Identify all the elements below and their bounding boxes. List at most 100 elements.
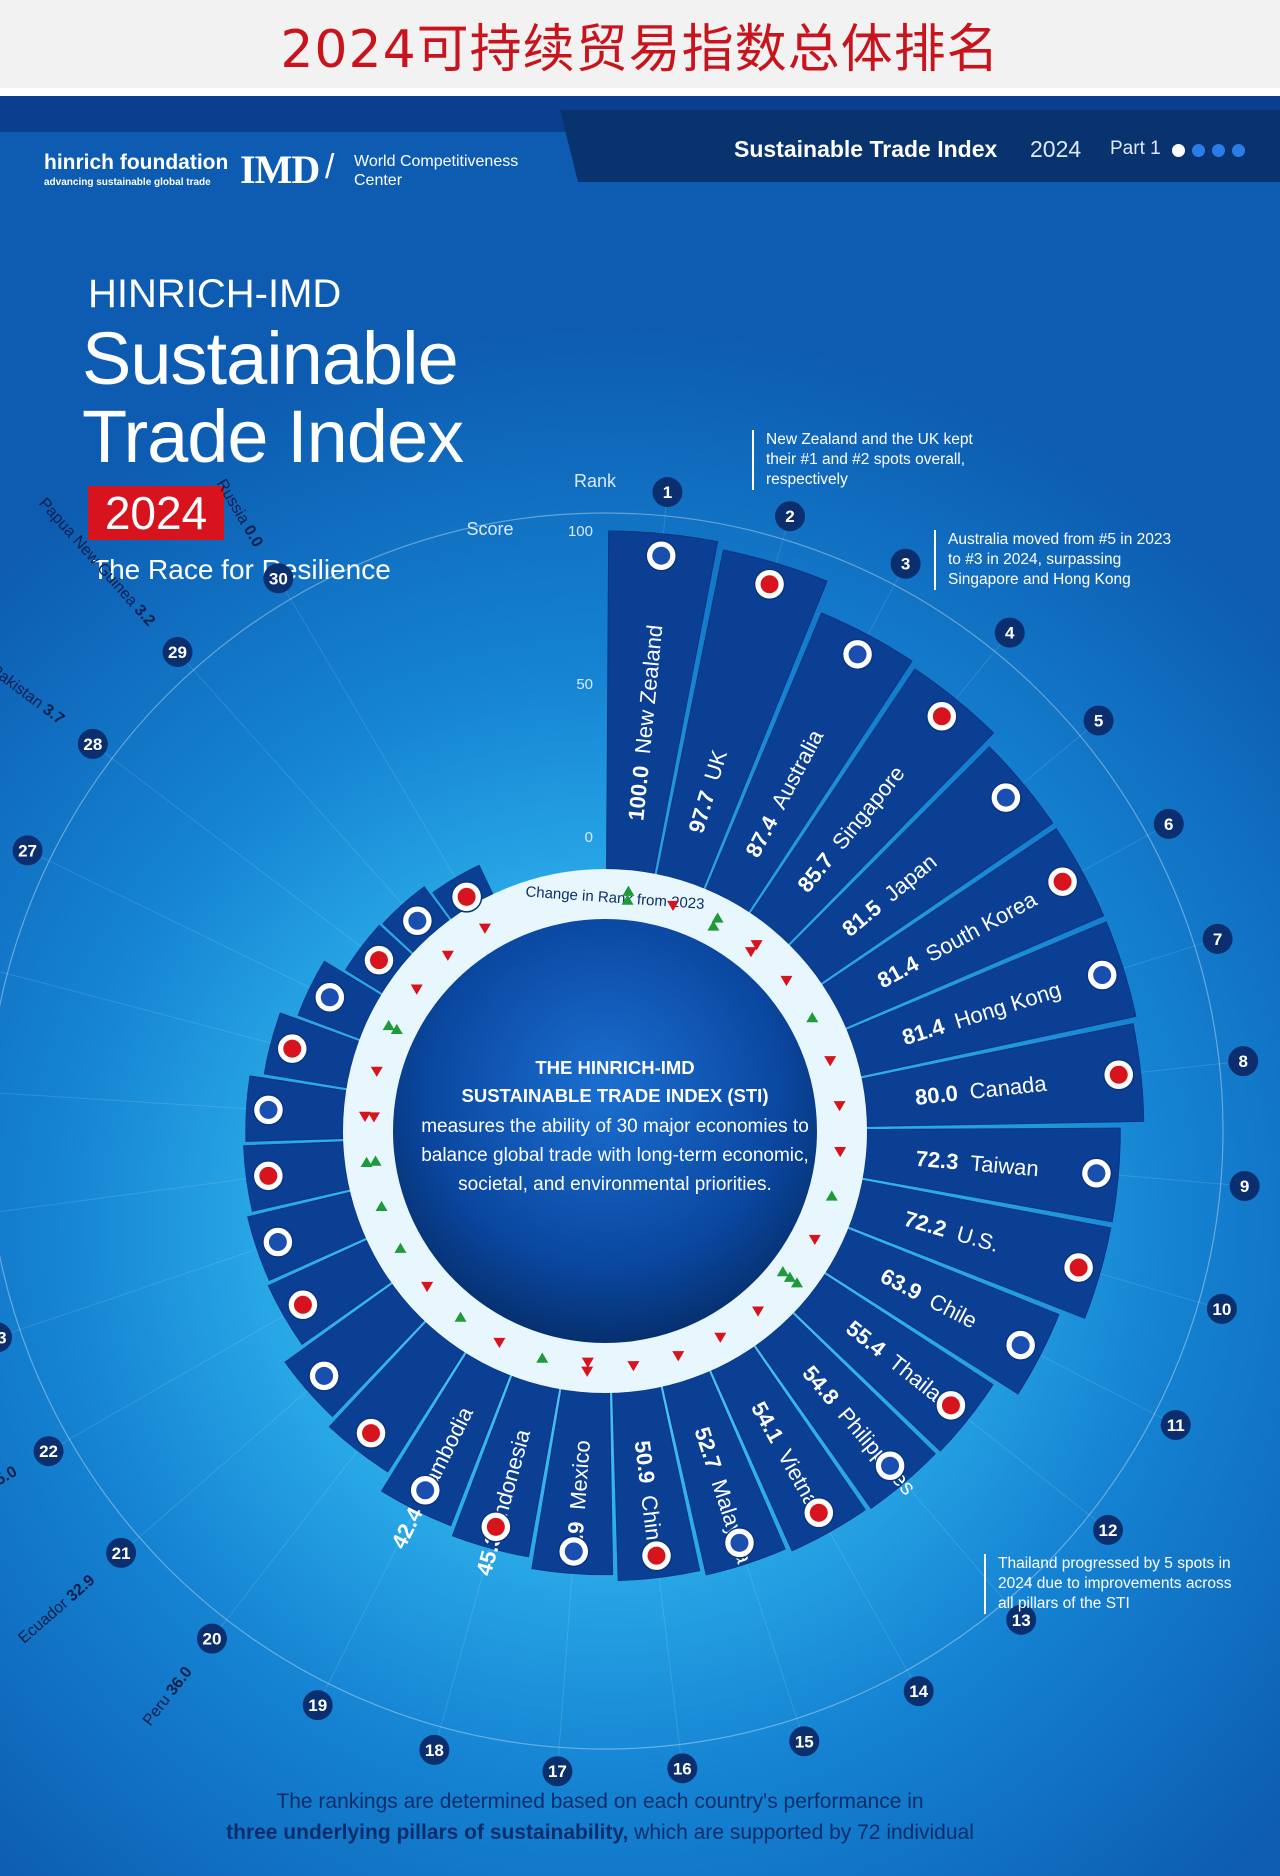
infographic-poster: Sustainable Trade Index 2024 Part 1 hinr… (0, 96, 1280, 1876)
score-tick-label: 100 (568, 523, 593, 540)
down-arrow-icon (752, 1306, 765, 1317)
up-arrow-icon (621, 894, 634, 905)
bangladesh-flag-icon-emblem (259, 1100, 278, 1119)
headline-main-line1: Sustainable (82, 317, 459, 400)
papua-new-guinea-flag-icon-emblem (408, 911, 427, 930)
rank-badge-17 (542, 1756, 573, 1787)
rank-number: 9 (1240, 1177, 1249, 1196)
outer-label-papua-new-guinea: Papua New Guinea 3.2 (35, 495, 158, 630)
down-arrow-icon (581, 1366, 594, 1377)
banner-title: 2024可持续贸易指数总体排名 (280, 19, 1000, 80)
chile-flag-icon-emblem (1011, 1336, 1030, 1355)
rank-badge-8 (1228, 1046, 1259, 1077)
outer-label-laos: Laos 25.0 (0, 1463, 20, 1513)
rank-badge-4 (994, 617, 1025, 648)
outer-country-pakistan: Pakistan (0, 661, 50, 714)
center-title-line2: SUSTAINABLE TRADE INDEX (STI) (461, 1085, 769, 1106)
bar-country-taiwan: Taiwan (969, 1150, 1039, 1181)
philippines-flag-icon-emblem (881, 1456, 900, 1475)
rank-badge-6 (1153, 808, 1184, 839)
rank-badge-12 (1093, 1514, 1124, 1545)
annotation-australia: Australia moved from #5 in 2023 to #3 in… (934, 530, 1188, 590)
down-arrow-icon (358, 1111, 371, 1122)
thailand-flag-icon-emblem (941, 1396, 960, 1415)
rank-badge-14 (903, 1676, 934, 1707)
outer-label-russia: Russia 0.0 (213, 476, 266, 550)
outer-label-ecuador: Ecuador 32.9 (15, 1572, 98, 1647)
up-arrow-icon (454, 1311, 467, 1322)
wcc-line1: World Competitiveness (354, 153, 519, 170)
footer-line2-bold: three underlying pillars of sustainabili… (226, 1821, 629, 1844)
up-arrow-icon (783, 1271, 796, 1282)
cambodia-flag-icon-emblem (416, 1481, 435, 1500)
rank-number: 28 (83, 735, 102, 754)
sri-lanka-flag-icon-emblem (283, 1039, 302, 1058)
up-arrow-icon (394, 1242, 407, 1253)
banner: 2024可持续贸易指数总体排名 (0, 0, 1280, 88)
guide-line (0, 971, 323, 1058)
taiwan-flag-icon-emblem (1087, 1164, 1106, 1183)
south-korea-flag-icon-emblem (1053, 872, 1072, 891)
rank-badge-20 (196, 1623, 227, 1654)
rank-number: 16 (673, 1759, 692, 1778)
wcc-logo-text: World Competitiveness Center (354, 152, 554, 190)
rank-number: 27 (18, 841, 37, 860)
center-body: measures the ability of 30 major economi… (421, 1116, 809, 1195)
annotation-nz-uk: New Zealand and the UK kept their #1 and… (752, 430, 996, 490)
footer-line1: The rankings are determined based on eac… (276, 1790, 924, 1813)
up-arrow-icon (390, 1023, 403, 1035)
down-arrow-icon (808, 1234, 821, 1246)
rank-number: 7 (1213, 930, 1222, 949)
down-arrow-icon (714, 1332, 727, 1343)
us-flag-icon-emblem (1069, 1258, 1088, 1277)
guide-line (29, 850, 343, 1004)
uk-flag-icon-emblem (760, 575, 779, 594)
vietnam-flag-icon-emblem (809, 1503, 828, 1522)
rank-number: 12 (1099, 1521, 1118, 1540)
rank-badge-11 (1160, 1409, 1191, 1440)
up-arrow-icon (382, 1019, 395, 1031)
rank-number: 6 (1164, 815, 1173, 834)
up-arrow-icon (776, 1266, 789, 1277)
canada-flag-icon-emblem (1109, 1065, 1128, 1084)
rank-number: 1 (663, 483, 672, 502)
rank-number: 15 (795, 1732, 814, 1751)
rank-badge-1 (652, 477, 683, 508)
brunei-flag-icon-emblem (259, 1166, 278, 1185)
rank-number: 29 (168, 643, 187, 662)
guide-line (178, 653, 411, 914)
score-tick-label: 0 (585, 829, 593, 846)
ecuador-flag-icon-emblem (315, 1366, 334, 1385)
russia-flag-icon-emblem (457, 887, 476, 906)
headline-subtitle: The Race for Resilience (92, 554, 391, 585)
rank-number: 19 (308, 1696, 327, 1715)
guide-line (278, 579, 457, 880)
headline-pre: HINRICH-IMD (88, 272, 342, 316)
outer-country-papua-new-guinea: Papua New Guinea (35, 495, 143, 613)
rank-badge-7 (1202, 923, 1233, 954)
down-arrow-icon (493, 1337, 506, 1349)
down-arrow-icon (744, 947, 757, 958)
down-arrow-icon (824, 1056, 837, 1067)
outer-label-pakistan: Pakistan 3.7 (0, 661, 67, 728)
headline-year-badge: 2024 (88, 486, 224, 540)
up-arrow-icon (536, 1352, 549, 1363)
up-arrow-icon (622, 885, 635, 896)
down-arrow-icon (581, 1357, 594, 1368)
rank-number: 18 (425, 1741, 444, 1760)
rank-badge-21 (106, 1537, 137, 1568)
malaysia-flag-icon-emblem (730, 1533, 749, 1552)
up-arrow-icon (375, 1200, 388, 1212)
rank-badge-10 (1206, 1293, 1237, 1324)
rank-number: 8 (1238, 1052, 1247, 1071)
rank-badge-22 (33, 1436, 64, 1467)
annotation-thailand: Thailand progressed by 5 spots in 2024 d… (984, 1554, 1238, 1614)
wcc-line2: Center (354, 172, 403, 189)
rank-number: 17 (548, 1762, 567, 1781)
rank-number: 13 (1012, 1611, 1031, 1630)
page-dot-4 (1232, 144, 1245, 157)
center-description: THE HINRICH-IMD SUSTAINABLE TRADE INDEX … (410, 1054, 820, 1199)
down-arrow-icon (410, 984, 423, 995)
guide-line (94, 744, 373, 956)
